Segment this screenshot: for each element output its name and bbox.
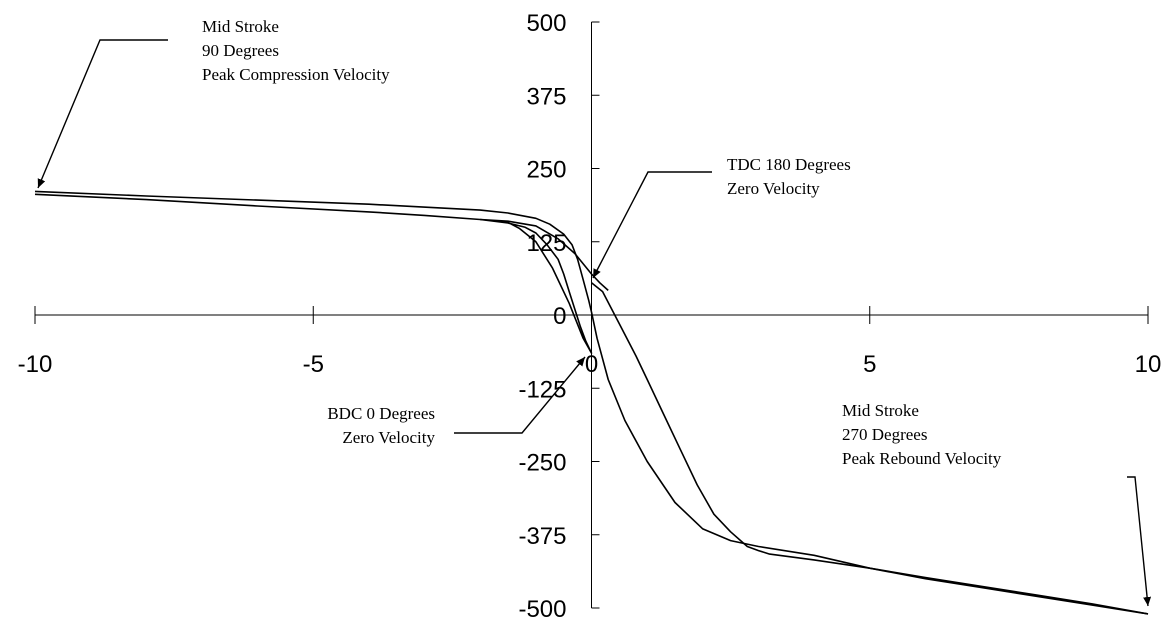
- x-tick-label: -10: [18, 351, 53, 378]
- annotation-arrow-1: [37, 39, 168, 189]
- tick-labels: -10 -5 0 5 10 500 375 250 125 0 -125 -250 -375 -500: [18, 10, 1162, 623]
- annotations: Mid Stroke 90 Degrees Peak Compression Vel…: [37, 17, 1152, 607]
- y-tick-label: 250: [526, 157, 566, 184]
- annotation-4-line-1: Mid Stroke: [842, 401, 919, 420]
- annotation-2-line-1: TDC 180 Degrees: [727, 155, 851, 174]
- annotation-3-line-2: Zero Velocity: [342, 428, 435, 447]
- y-tick-label: 375: [526, 83, 566, 110]
- x-tick-label: 10: [1135, 351, 1162, 378]
- annotation-2-line-2: Zero Velocity: [727, 179, 820, 198]
- series-line-2: [34, 193, 593, 354]
- y-tick-label: -125: [518, 376, 566, 403]
- y-tick-label: -250: [518, 450, 566, 477]
- y-tick-label: -375: [518, 523, 566, 550]
- series-line-4: [480, 218, 609, 291]
- annotation-1-line-2: 90 Degrees: [202, 41, 279, 60]
- series-group: [34, 190, 1149, 615]
- y-tick-label: -500: [518, 596, 566, 623]
- annotation-3-line-1: BDC 0 Degrees: [327, 404, 435, 423]
- y-tick-label: 500: [526, 10, 566, 37]
- x-tick-label: 0: [585, 351, 598, 378]
- y-tick-label: 0: [553, 303, 566, 330]
- annotation-1-line-1: Mid Stroke: [202, 17, 279, 36]
- annotation-arrow-3: [454, 356, 586, 434]
- x-tick-label: -5: [303, 351, 324, 378]
- annotation-arrow-2: [592, 171, 712, 279]
- series-line-3: [591, 282, 1149, 615]
- annotation-4-line-3: Peak Rebound Velocity: [842, 449, 1002, 468]
- y-tick-label: 125: [526, 230, 566, 257]
- annotation-arrow-4: [1127, 476, 1152, 607]
- x-tick-label: 5: [863, 351, 876, 378]
- annotation-4-line-2: 270 Degrees: [842, 425, 927, 444]
- annotation-1-line-3: Peak Compression Velocity: [202, 65, 390, 84]
